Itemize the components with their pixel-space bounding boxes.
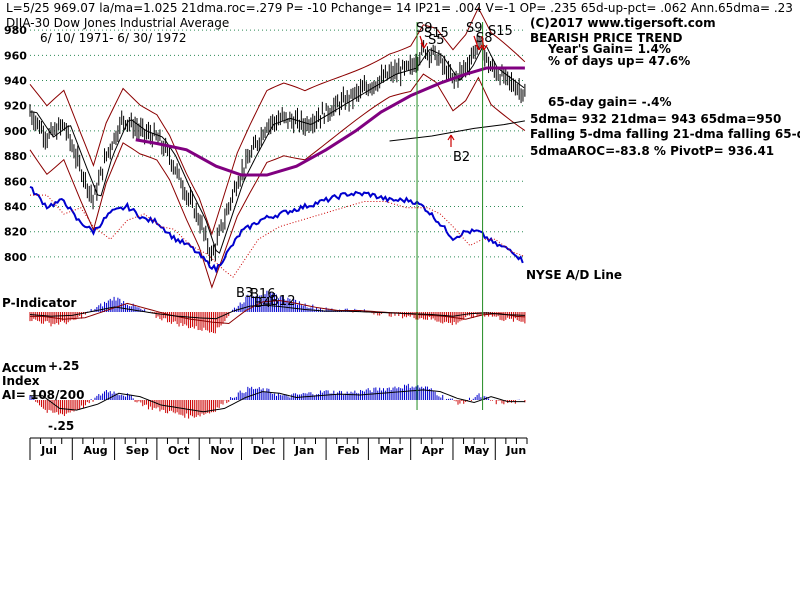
signal-s9-a: S9 (416, 21, 433, 36)
pct-days-up: % of days up= 47.6% (548, 54, 690, 68)
indicator-lines (29, 6, 526, 289)
price-tick-label: 840 (4, 201, 27, 214)
ma65-line (135, 66, 525, 177)
month-label: Feb (337, 444, 360, 457)
index-label: Index (2, 374, 40, 388)
month-label: Aug (83, 444, 107, 457)
month-label: Jun (505, 444, 526, 457)
month-label: Sep (126, 444, 149, 457)
price-tick-label: 900 (4, 125, 27, 138)
year-gain: Year's Gain= 1.4% (547, 42, 671, 56)
month-label: Oct (168, 444, 189, 457)
accum-plus-label: +.25 (48, 359, 79, 373)
signal-s15-b: S15 (488, 24, 513, 39)
signal-b12: B12 (270, 294, 295, 309)
month-label: Jan (294, 444, 314, 457)
accum-minus-label: -.25 (48, 419, 74, 433)
accum-index-panel (29, 383, 526, 419)
falling-dma: Falling 5-dma falling 21-dma falling 65-… (530, 127, 800, 141)
p-indicator-ma-line (30, 299, 525, 325)
copyright: (C)2017 www.tigersoft.com (530, 16, 716, 30)
price-tick-label: 920 (4, 100, 27, 113)
lower-band-line (29, 73, 526, 289)
ad-ma-line (30, 194, 526, 278)
month-label: Mar (380, 444, 404, 457)
price-tick-label: 960 (4, 49, 27, 62)
price-tick-label: 800 (4, 251, 27, 264)
sell-arrow-icon (419, 35, 428, 49)
signal-b3: B3 (236, 286, 253, 301)
signal-b16: B16 (250, 287, 275, 302)
accum-label: Accum (2, 361, 47, 375)
month-axis: Jul Aug Sep Oct Nov Dec Jan Feb Mar Apr May Jun (29, 437, 528, 460)
price-axis-labels: 800 820 840 860 880 900 920 940 960 980 (4, 24, 27, 264)
upper-band-line (29, 6, 526, 236)
ma21-line (30, 44, 525, 254)
sell-arrows (419, 35, 488, 147)
month-label: Jul (40, 444, 57, 457)
ma200-line (389, 120, 525, 142)
month-label: Dec (253, 444, 276, 457)
price-tick-label: 880 (4, 150, 27, 163)
ai-label: AI= 108/200 (2, 388, 84, 402)
p-indicator-line (29, 304, 525, 320)
signal-s8: S8 (476, 31, 493, 46)
price-tick-label: 820 (4, 226, 27, 239)
p-indicator-label: P-Indicator (2, 296, 76, 310)
ad-line (29, 185, 524, 274)
p-indicator-panel (29, 290, 526, 334)
price-tick-label: 860 (4, 175, 27, 188)
signal-vertical-lines (416, 22, 484, 410)
price-tick-label: 940 (4, 75, 27, 88)
month-label: May (464, 444, 489, 457)
accum-ma-line (30, 389, 525, 413)
month-label: Apr (422, 444, 444, 457)
signal-s9-b: S9 (466, 21, 483, 36)
signal-s15-a: S15 (424, 26, 449, 41)
sell-arrow-icon (480, 35, 488, 51)
buy-arrow-icon (447, 134, 455, 147)
price-bars (29, 34, 526, 264)
dma-values: 5dma= 932 21dma= 943 65dma=950 (530, 112, 781, 126)
ad-line-label: NYSE A/D Line (526, 268, 622, 282)
signal-s5: S5 (428, 33, 445, 48)
trend-label: BEARISH PRICE TREND (530, 31, 683, 45)
price-tick-label: 980 (4, 24, 27, 37)
month-label: Nov (210, 444, 235, 457)
gain-65-day: 65-day gain= -.4% (548, 95, 672, 109)
signal-b2: B2 (453, 150, 470, 165)
date-range: 6/ 10/ 1971- 6/ 30/ 1972 (40, 31, 186, 45)
header-stats: L=5/25 969.07 la/ma=1.025 21dma.roc=.279… (6, 1, 793, 15)
signal-b4: B4 (254, 296, 271, 311)
chart-title: DJIA-30 Dow Jones Industrial Average (6, 16, 229, 30)
aroc-pivot: 5dmaAROC=-83.8 % PivotP= 936.41 (530, 144, 774, 158)
